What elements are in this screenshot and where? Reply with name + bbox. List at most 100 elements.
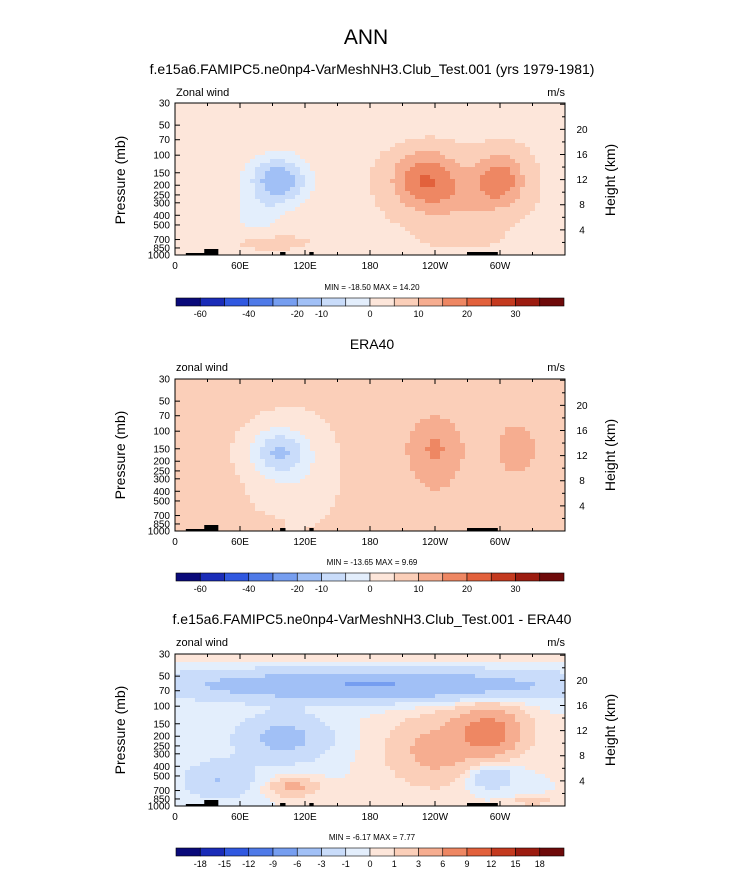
variable-label: zonal wind xyxy=(176,362,228,374)
y-tick-label: 250 xyxy=(153,741,170,752)
colorbar-swatch xyxy=(490,847,516,857)
height-tick-label: 16 xyxy=(576,426,588,437)
height-axis-label: Height (km) xyxy=(602,694,618,766)
colorbar-swatch xyxy=(224,572,250,582)
x-axis: 0 60E 120E 180 120W 60W xyxy=(172,654,566,823)
height-tick-label: 12 xyxy=(576,175,588,186)
colorbar-swatch xyxy=(369,847,395,857)
y-tick-label: 300 xyxy=(153,749,170,760)
x-tick-label: 120E xyxy=(293,537,317,548)
units-label: m/s xyxy=(547,362,565,374)
y-tick-label: 50 xyxy=(159,397,171,408)
height-tick-label: 8 xyxy=(579,751,585,762)
colorbar-swatch xyxy=(418,297,444,307)
panel-era40: ERA40 zonal wind m/s 0 60E 120E 180 120W 60W 3… xyxy=(112,336,618,594)
y-tick-label: 700 xyxy=(153,511,170,522)
colorbar: -18 -15 -12 -9 -6 -3 -1 0 1 3 6 9 12 15 18 xyxy=(175,847,565,869)
colorbar-swatch xyxy=(272,297,298,307)
x-tick-label: 60W xyxy=(490,261,511,272)
figure-title: ANN xyxy=(344,26,388,49)
field-shading xyxy=(175,103,565,255)
colorbar-swatch xyxy=(248,847,274,857)
colorbar-swatch xyxy=(199,847,225,857)
colorbar-label: -10 xyxy=(315,584,328,594)
colorbar-swatch xyxy=(539,847,565,857)
topography-block xyxy=(467,252,498,255)
x-tick-label: 60W xyxy=(490,537,511,548)
topography-block xyxy=(467,803,498,806)
y-tick-label: 400 xyxy=(153,211,170,222)
colorbar-swatch xyxy=(224,847,250,857)
y-tick-label: 1000 xyxy=(148,527,171,538)
colorbar-swatch xyxy=(515,297,541,307)
field-shading xyxy=(175,379,565,531)
height-axis-label: Height (km) xyxy=(602,144,618,216)
colorbar-swatch xyxy=(248,297,274,307)
x-tick-label: 0 xyxy=(172,812,178,823)
y-tick-label: 400 xyxy=(153,762,170,773)
colorbar-swatch xyxy=(199,297,225,307)
colorbar-label: 1 xyxy=(392,859,397,869)
y-tick-label: 300 xyxy=(153,474,170,485)
x-tick-label: 180 xyxy=(362,537,379,548)
x-tick-label: 60E xyxy=(231,537,249,548)
colorbar-label: -40 xyxy=(242,309,255,319)
height-tick-label: 4 xyxy=(579,225,585,236)
y-tick-label: 300 xyxy=(153,198,170,209)
colorbar-label: 12 xyxy=(486,859,496,869)
colorbar: -60 -40 -20 -10 0 10 20 30 xyxy=(175,297,565,319)
colorbar-label: -12 xyxy=(242,859,255,869)
colorbar-label: -3 xyxy=(317,859,325,869)
topography-block xyxy=(185,253,217,255)
colorbar-label: -1 xyxy=(342,859,350,869)
colorbar-label: -18 xyxy=(194,859,207,869)
colorbar-label: 30 xyxy=(510,309,520,319)
height-axis: 4 8 12 16 20 xyxy=(560,379,588,519)
height-tick-label: 20 xyxy=(576,125,588,136)
topography-block xyxy=(309,803,314,806)
colorbar-swatch xyxy=(321,297,347,307)
colorbar-swatch xyxy=(442,847,468,857)
y-tick-label: 70 xyxy=(159,411,171,422)
y-tick-label: 150 xyxy=(153,444,170,455)
colorbar-swatch xyxy=(393,572,419,582)
x-tick-label: 120E xyxy=(293,812,317,823)
y-tick-label: 250 xyxy=(153,466,170,477)
colorbar-label: -6 xyxy=(293,859,301,869)
panel-title: f.e15a6.FAMIPC5.ne0np4-VarMeshNH3.Club_T… xyxy=(173,611,572,627)
y-tick-label: 70 xyxy=(159,135,171,146)
colorbar-swatch xyxy=(490,572,516,582)
min-max-label: MIN = -6.17 MAX = 7.77 xyxy=(329,833,416,842)
y-tick-label: 30 xyxy=(159,99,171,110)
y-tick-label: 200 xyxy=(153,457,170,468)
y-tick-label: 50 xyxy=(159,672,171,683)
height-axis: 4 8 12 16 20 xyxy=(560,103,588,243)
topography-block xyxy=(280,252,286,255)
y-tick-label: 100 xyxy=(153,151,170,162)
colorbar-label: -20 xyxy=(291,584,304,594)
y-tick-label: 200 xyxy=(153,181,170,192)
y-tick-label: 100 xyxy=(153,427,170,438)
colorbar-label: 30 xyxy=(510,584,520,594)
y-tick-label: 850 xyxy=(153,519,170,530)
colorbar-label: -10 xyxy=(315,309,328,319)
colorbar-swatch xyxy=(515,847,541,857)
colorbar-label: 0 xyxy=(367,309,372,319)
colorbar-swatch xyxy=(175,572,201,582)
colorbar-swatch xyxy=(515,572,541,582)
x-tick-label: 180 xyxy=(362,261,379,272)
colorbar: -60 -40 -20 -10 0 10 20 30 xyxy=(175,572,565,594)
y-tick-label: 150 xyxy=(153,168,170,179)
x-axis: 0 60E 120E 180 120W 60W xyxy=(172,379,566,548)
colorbar-label: 20 xyxy=(462,309,472,319)
colorbar-swatch xyxy=(224,297,250,307)
height-tick-label: 8 xyxy=(579,200,585,211)
colorbar-swatch xyxy=(539,572,565,582)
min-max-label: MIN = -18.50 MAX = 14.20 xyxy=(324,283,420,292)
colorbar-swatch xyxy=(466,572,492,582)
topography-block xyxy=(204,249,219,255)
colorbar-swatch xyxy=(296,847,322,857)
colorbar-swatch xyxy=(272,572,298,582)
